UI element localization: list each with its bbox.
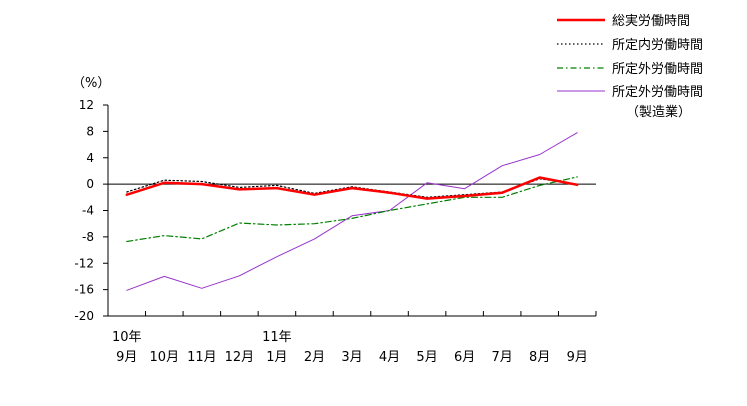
x-tick-label: 2月	[304, 350, 325, 365]
x-tick-label: 1月	[266, 350, 287, 365]
y-tick-label: 0	[86, 177, 94, 191]
x-tick-label: 12月	[225, 350, 255, 365]
x-tick-label: 4月	[379, 350, 400, 365]
x-tick-label: 3月	[341, 350, 362, 365]
series-line-3	[126, 132, 578, 291]
x-tick-label: 6月	[454, 350, 475, 365]
x-tick-label: 10月	[150, 350, 180, 365]
legend-label-3: 所定外労働時間	[612, 85, 703, 100]
y-tick-label: 4	[86, 151, 94, 165]
x-year-label: 10年	[112, 330, 142, 345]
legend-label-0: 総実労働時間	[612, 13, 690, 29]
y-axis-label: （%）	[72, 76, 110, 91]
x-year-label: 11年	[262, 330, 292, 345]
series-line-0	[125, 176, 579, 200]
x-tick-label: 8月	[529, 350, 550, 365]
x-axis-ticks: 9月 10月 11月 12月 1月 2月 3月 4月 5月 6月 7月 8月 9月 10年 11年	[107, 311, 597, 365]
x-tick-label: 9月	[116, 350, 137, 365]
series-line-2	[126, 176, 578, 243]
y-tick-label: -16	[74, 283, 94, 297]
x-tick-label: 11月	[187, 350, 217, 365]
x-tick-label: 5月	[416, 350, 437, 365]
y-tick-label: -8	[82, 230, 94, 244]
x-tick-label: 9月	[567, 350, 588, 365]
y-tick-label: 8	[86, 124, 94, 138]
legend-label-2: 所定外労働時間	[612, 62, 703, 77]
legend-label-1: 所定内労働時間	[612, 37, 703, 53]
x-tick-label: 7月	[492, 350, 513, 365]
y-tick-label: -20	[74, 309, 94, 323]
legend-label-3-line2: （製造業）	[626, 104, 691, 120]
series-lines	[125, 132, 579, 291]
y-tick-label: -12	[74, 256, 94, 270]
y-axis-ticks: 12 8 4 0 -4 -8 -12 -16 -20	[74, 98, 108, 323]
y-tick-label: 12	[79, 98, 94, 112]
axes	[107, 105, 596, 317]
y-tick-label: -4	[82, 204, 94, 218]
